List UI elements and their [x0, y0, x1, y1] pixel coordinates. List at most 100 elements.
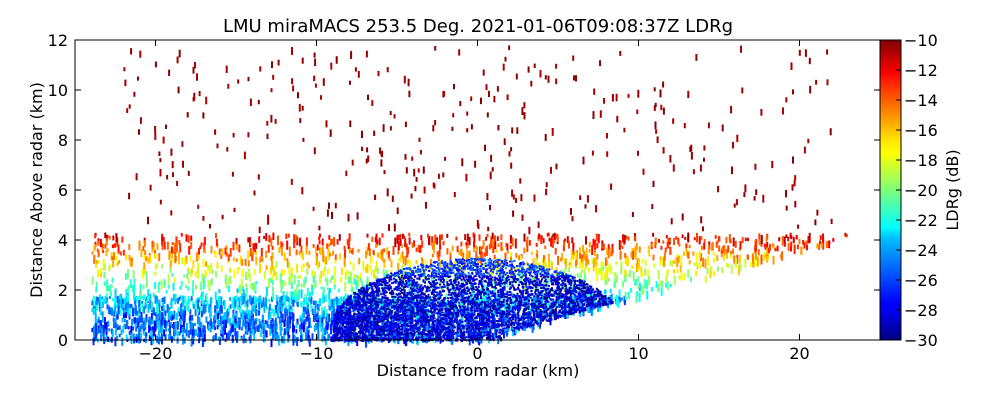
ldr-pixel	[457, 258, 460, 261]
ldr-pixel	[332, 250, 334, 256]
ldr-pixel	[124, 323, 127, 329]
ldr-pixel	[278, 316, 281, 325]
ldr-pixel	[488, 267, 491, 269]
ldr-pixel	[300, 253, 303, 258]
ldr-pixel	[553, 232, 556, 240]
ldr-pixel	[535, 310, 538, 316]
ldr-pixel	[472, 232, 475, 238]
ldr-pixel	[562, 281, 565, 284]
ldr-pixel	[296, 263, 299, 273]
ldr-pixel	[144, 250, 147, 255]
ldr-pixel	[712, 251, 715, 256]
ldr-pixel	[637, 276, 640, 283]
ldr-pixel	[580, 301, 583, 304]
ldr-pixel	[249, 241, 252, 246]
ldr-pixel	[462, 268, 465, 273]
ldr-pixel	[675, 257, 678, 261]
ldr-pixel	[802, 240, 805, 245]
ldr-pixel	[107, 285, 110, 292]
ldr-pixel	[401, 244, 403, 248]
ldr-pixel	[210, 280, 213, 285]
ldr-pixel	[153, 325, 156, 332]
ldr-pixel	[267, 312, 270, 321]
ldr-pixel	[230, 328, 233, 334]
ldr-pixel	[525, 299, 528, 304]
ldr-pixel	[99, 239, 102, 248]
ldr-pixel	[549, 319, 552, 326]
ldr-pixel	[466, 333, 469, 339]
ldr-pixel	[143, 331, 146, 336]
ldr-pixel	[619, 241, 622, 247]
ldr-pixel	[401, 299, 404, 302]
ldr-pixel	[227, 285, 230, 293]
ldr-pixel	[327, 318, 329, 328]
ldr-pixel	[369, 248, 371, 256]
ldr-pixel	[241, 295, 243, 306]
ldr-pixel	[418, 268, 421, 271]
ldr-pixel	[280, 245, 283, 256]
ldr-pixel	[716, 255, 719, 261]
ldr-pixel	[613, 271, 616, 277]
ldr-pixel	[545, 294, 547, 297]
ldr-pixel	[284, 331, 287, 336]
ldr-pixel	[553, 237, 556, 244]
ldr-pixel	[766, 242, 769, 250]
ldr-pixel	[410, 298, 413, 301]
ldr-pixel	[515, 270, 518, 273]
ldr-pixel	[446, 267, 449, 274]
ldr-pixel	[97, 240, 100, 246]
ldr-pixel	[265, 233, 268, 241]
ldr-pixel	[191, 322, 194, 330]
ldr-pixel	[105, 240, 108, 246]
ldr-pixel	[98, 304, 101, 312]
ldr-pixel	[202, 324, 205, 331]
ldr-pixel	[605, 303, 608, 306]
ldr-pixel	[130, 325, 133, 334]
ldr-pixel	[546, 294, 549, 296]
ldr-pixel	[301, 252, 304, 260]
ldr-pixel	[234, 299, 237, 308]
ldr-pixel	[296, 275, 299, 279]
ldr-pixel	[478, 337, 481, 340]
ldr-pixel	[179, 295, 182, 300]
ldr-pixel	[440, 311, 443, 314]
ldr-pixel	[460, 317, 463, 322]
ldr-pixel	[391, 289, 394, 292]
ldr-pixel	[142, 284, 145, 290]
ldr-pixel	[361, 281, 364, 287]
ldr-pixel	[506, 274, 508, 279]
ldr-pixel	[648, 276, 651, 286]
ldr-pixel	[271, 252, 274, 258]
ldr-pixel	[700, 236, 703, 241]
ldr-pixel	[523, 270, 526, 273]
ldr-pixel	[386, 276, 389, 279]
ldr-pixel	[185, 285, 187, 289]
ldr-pixel	[245, 323, 248, 332]
ldr-pixel	[218, 337, 221, 345]
ldr-pixel	[615, 261, 618, 265]
ldr-pixel	[333, 237, 336, 247]
ldr-pixel	[369, 327, 372, 335]
ldr-pixel	[536, 274, 538, 277]
ldr-pixel	[582, 307, 585, 310]
ldr-pixel	[91, 307, 94, 313]
ldr-pixel	[236, 267, 239, 275]
ldr-pixel	[347, 326, 350, 329]
ldr-pixel	[557, 311, 560, 317]
ldr-pixel	[356, 293, 359, 296]
ldr-pixel	[123, 324, 126, 328]
ldr-pixel	[459, 293, 462, 296]
ldr-pixel	[125, 334, 128, 341]
ldr-pixel	[149, 254, 152, 264]
ldr-pixel	[383, 248, 386, 253]
ldr-pixel	[703, 239, 706, 243]
ldr-pixel	[478, 317, 481, 320]
ldr-pixel	[432, 288, 435, 291]
ldr-pixel	[198, 327, 201, 332]
ldr-pixel	[384, 299, 387, 302]
ldr-pixel	[281, 279, 284, 289]
ldr-pixel	[190, 235, 193, 241]
ldr-pixel	[182, 327, 185, 333]
ldr-pixel	[262, 325, 265, 335]
ldr-pixel	[552, 233, 555, 237]
